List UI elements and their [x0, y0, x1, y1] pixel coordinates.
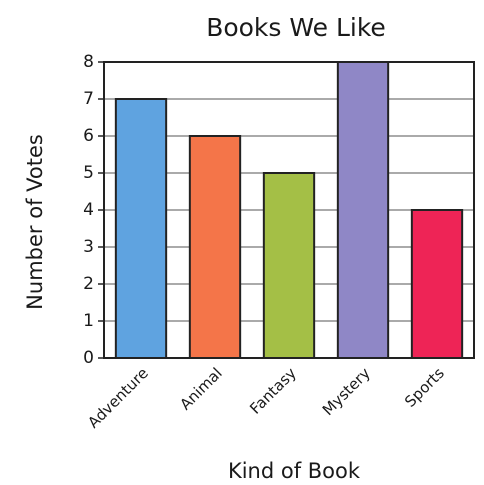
chart-title: Books We Like	[206, 13, 386, 42]
y-tick-label: 3	[83, 237, 94, 257]
bar-fantasy	[262, 172, 316, 359]
y-tick-label: 4	[83, 200, 94, 220]
y-tick-label: 0	[83, 348, 94, 368]
bar-adventure	[114, 98, 168, 359]
bar-sports	[410, 209, 464, 359]
x-tick-label: Animal	[176, 364, 225, 413]
x-tick-label: Adventure	[84, 364, 152, 432]
y-tick-label: 8	[83, 52, 94, 72]
y-axis-label: Number of Votes	[23, 134, 47, 310]
x-axis-label: Kind of Book	[228, 459, 361, 483]
x-tick-label: Mystery	[319, 364, 374, 419]
y-tick-label: 5	[83, 163, 94, 183]
y-axis-label-group: Number of Votes	[23, 134, 47, 310]
y-tick-label: 1	[83, 311, 94, 331]
y-tick-label: 7	[83, 89, 94, 109]
bar-animal	[188, 135, 242, 359]
y-tick-label: 2	[83, 274, 94, 294]
y-tick-label: 6	[83, 126, 94, 146]
x-tick-label: Sports	[401, 364, 448, 411]
plot-frame	[103, 61, 475, 359]
y-tick-labels: 0 1 2 3 4 5 6 7 8	[83, 52, 104, 368]
x-tick-label: Fantasy	[246, 364, 300, 418]
x-tick-labels: Adventure Animal Fantasy Mystery Sports	[84, 364, 448, 432]
bar-mystery	[336, 61, 390, 359]
